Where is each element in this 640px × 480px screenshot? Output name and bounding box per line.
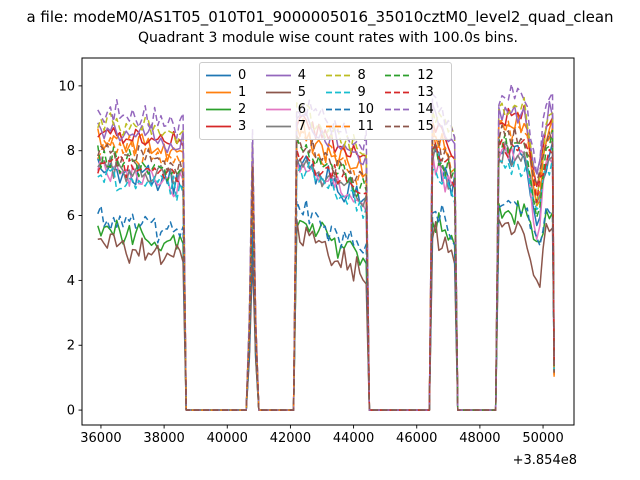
legend-label: 10	[357, 102, 375, 117]
legend-line-sample	[265, 125, 291, 128]
figure-suptitle: a file: modeM0/AS1T05_010T01_9000005016_…	[26, 8, 614, 26]
y-tick-label: 6	[67, 209, 75, 224]
legend-entry-8: 8	[325, 67, 386, 84]
legend-entry-5: 5	[265, 84, 326, 101]
legend-entry-6: 6	[265, 101, 326, 118]
legend-line-sample	[385, 108, 411, 111]
legend-line-sample	[206, 74, 231, 77]
axes-spines	[81, 57, 575, 426]
legend-line-sample	[385, 91, 411, 94]
legend-entry-1: 1	[206, 84, 266, 101]
y-tick-label: 0	[67, 404, 75, 419]
y-tick-label: 8	[67, 144, 75, 159]
legend-line-sample	[206, 91, 231, 94]
legend-label: 0	[238, 68, 247, 83]
legend-line-sample	[325, 91, 351, 94]
legend-entry-11: 11	[325, 118, 386, 135]
y-tick-label: 10	[58, 79, 75, 94]
legend: 0 1 2 3 4 5 6 7 8 9 10 11 12 13 14 15	[199, 62, 452, 140]
x-tick-label: 50000	[522, 431, 563, 446]
legend-entry-2: 2	[206, 101, 266, 118]
legend-label: 9	[357, 85, 366, 100]
legend-label: 14	[417, 102, 434, 117]
legend-entry-12: 12	[385, 67, 445, 84]
legend-entry-0: 0	[206, 67, 266, 84]
axes-title: Quadrant 3 module wise count rates with …	[138, 30, 518, 46]
x-tick-label: 36000	[80, 431, 121, 446]
legend-label: 6	[297, 102, 307, 117]
legend-label: 8	[357, 68, 366, 83]
legend-entry-14: 14	[385, 101, 445, 118]
legend-label: 4	[297, 68, 307, 83]
legend-label: 5	[297, 85, 307, 100]
series-line-10	[97, 199, 555, 411]
legend-line-sample	[325, 125, 351, 128]
legend-label: 15	[417, 119, 434, 134]
legend-label: 3	[238, 119, 247, 134]
legend-line-sample	[206, 125, 231, 128]
legend-entry-15: 15	[385, 118, 445, 135]
legend-line-sample	[265, 74, 291, 77]
legend-line-sample	[325, 74, 351, 77]
legend-entry-9: 9	[325, 84, 386, 101]
legend-entry-3: 3	[206, 118, 266, 135]
legend-label: 12	[417, 68, 434, 83]
y-tick-label: 2	[67, 339, 75, 354]
legend-line-sample	[206, 108, 231, 111]
legend-label: 1	[238, 85, 247, 100]
legend-line-sample	[265, 108, 291, 111]
x-axis-offset-label: +3.854e8	[512, 453, 577, 468]
legend-label: 2	[238, 102, 247, 117]
legend-line-sample	[265, 91, 291, 94]
legend-entry-10: 10	[325, 101, 386, 118]
legend-entry-7: 7	[265, 118, 326, 135]
legend-line-sample	[385, 125, 411, 128]
x-tick-label: 44000	[333, 431, 374, 446]
legend-label: 11	[357, 119, 375, 134]
x-tick-label: 40000	[207, 431, 248, 446]
legend-line-sample	[325, 108, 351, 111]
legend-label: 13	[417, 85, 434, 100]
x-tick-label: 48000	[459, 431, 500, 446]
legend-label: 7	[297, 119, 307, 134]
x-tick-label: 42000	[270, 431, 311, 446]
legend-entry-4: 4	[265, 67, 326, 84]
legend-line-sample	[385, 74, 411, 77]
series-line-15	[97, 124, 555, 411]
y-tick-label: 4	[67, 274, 75, 289]
legend-entry-13: 13	[385, 84, 445, 101]
x-tick-label: 46000	[396, 431, 437, 446]
x-tick-label: 38000	[143, 431, 184, 446]
